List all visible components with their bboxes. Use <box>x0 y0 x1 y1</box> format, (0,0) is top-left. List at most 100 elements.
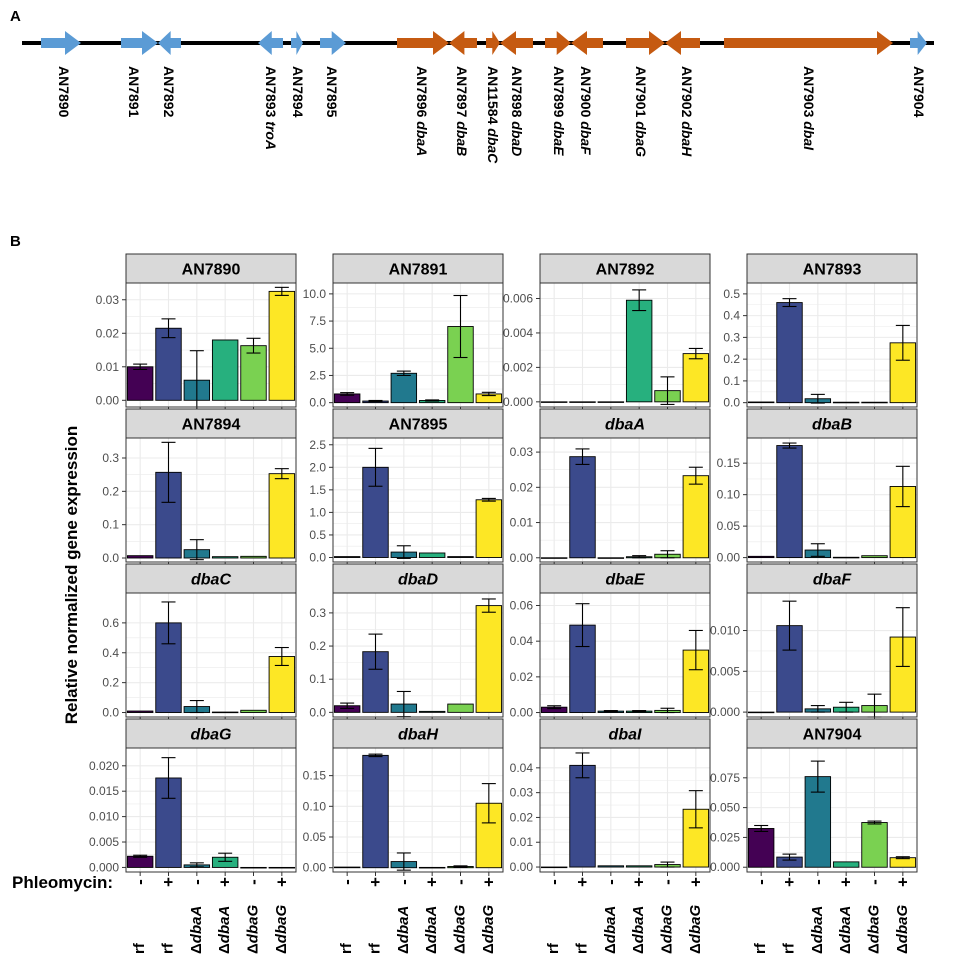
gene-name-AN7900: dbaF <box>578 117 594 155</box>
panel-background <box>540 283 710 407</box>
bar-dbaG-minus <box>240 555 267 559</box>
bar-dbaG-plus <box>682 353 710 403</box>
y-tick-label: 0.15 <box>717 456 741 470</box>
strain-name: dbaG <box>480 905 497 944</box>
gene-id-AN7890: AN7890 <box>56 66 72 118</box>
facet-strip <box>332 563 504 594</box>
strain-name: dbaA <box>395 906 412 944</box>
bar-dbaA-plus <box>418 866 446 869</box>
y-tick-label: 0.005 <box>89 835 119 849</box>
panel-border <box>746 437 918 563</box>
phleomycin-sign: - <box>808 879 827 885</box>
gene-arrow-AN7896 <box>397 31 449 55</box>
strain-name: dbaG <box>658 905 675 944</box>
y-tick-label: 0.05 <box>303 830 327 844</box>
gene-name-AN7903: dbaI <box>801 117 817 151</box>
phleomycin-sign: - <box>187 879 206 885</box>
strain-name: dbaA <box>423 906 440 944</box>
facet-title: dbaD <box>398 572 438 589</box>
y-tick-label: 2.0 <box>309 460 326 474</box>
y-tick-label: 0.1 <box>309 672 326 686</box>
gene-label-AN11584: AN11584 dbaC <box>485 66 501 164</box>
strain-name: rf <box>573 942 590 954</box>
gene-id-AN11584: AN11584 <box>485 66 501 125</box>
gene-id-AN7892: AN7892 <box>161 66 177 118</box>
strain-label: ΔdbaA <box>423 906 440 954</box>
panel-border <box>539 437 711 563</box>
y-tick-label: 0.0 <box>102 706 119 720</box>
panel-background <box>333 748 503 872</box>
facet-title: AN7894 <box>182 417 241 434</box>
strain-delta: Δ <box>244 943 261 954</box>
strain-label: ΔdbaG <box>273 905 290 954</box>
gene-id-AN7898: AN7898 <box>509 66 525 118</box>
gene-label-AN7901: AN7901 dbaG <box>633 66 649 157</box>
bar-dbaG-plus <box>268 290 296 401</box>
y-tick-label: 0.03 <box>510 786 534 800</box>
y-tick-label: 5.0 <box>309 341 326 355</box>
strain-delta: Δ <box>837 943 854 954</box>
bar-dbaA-plus <box>832 401 860 404</box>
expression-charts: AN7890 0.00 0.01 0.02 0.03 AN7891 0.0 2.5 5.0 7.5… <box>12 253 918 954</box>
panel-border <box>125 282 297 408</box>
y-tick-label: 0.00 <box>510 551 534 565</box>
facet-title: dbaC <box>191 572 231 589</box>
phleomycin-sign: + <box>893 877 912 887</box>
strain-name: rf <box>545 942 562 954</box>
facet-dbaB: dbaB 0.00 0.05 0.10 0.15 <box>717 408 918 566</box>
facet-dbaH: dbaH 0.00 0.05 0.10 0.15 - rf + rf - ΔdbaA + ΔdbaA - Δ… <box>303 718 504 954</box>
strain-name: dbaA <box>216 906 233 944</box>
facet-AN7893: AN7893 0.0 0.1 0.2 0.3 0.4 0.5 <box>723 253 918 411</box>
y-tick-label: 0.050 <box>710 801 740 815</box>
y-tick-label: 0.03 <box>96 293 120 307</box>
strain-delta: Δ <box>188 943 205 954</box>
facet-strip <box>332 718 504 749</box>
y-tick-label: 0.3 <box>723 330 740 344</box>
gene-id-AN7897: AN7897 <box>454 66 470 118</box>
facet-title: AN7904 <box>803 727 862 744</box>
y-tick-label: 0.4 <box>723 309 740 323</box>
y-tick-label: 0.1 <box>102 518 119 532</box>
strain-name: dbaA <box>630 906 647 944</box>
strain-name: rf <box>159 942 176 954</box>
bar-dbaG-minus <box>240 345 267 401</box>
strain-delta: Δ <box>602 943 619 954</box>
y-tick-label: 0.005 <box>710 664 740 678</box>
facet-dbaD: dbaD 0.0 0.1 0.2 0.3 <box>309 563 504 721</box>
bar-rf-minus <box>540 866 568 869</box>
strain-name: dbaG <box>687 905 704 944</box>
bar-rf-minus <box>333 556 361 558</box>
y-tick-label: 0.00 <box>510 860 534 874</box>
gene-label-AN7890: AN7890 <box>56 66 72 118</box>
y-tick-label: 0.1 <box>723 374 740 388</box>
panel-border <box>746 592 918 718</box>
strain-name: rf <box>131 942 148 954</box>
strain-label: ΔdbaA <box>630 906 647 954</box>
facet-AN7895: AN7895 0.0 0.5 1.0 1.5 2.0 2.5 <box>309 408 504 566</box>
strain-label: rf <box>159 942 176 954</box>
facet-strip <box>746 563 918 594</box>
phleomycin-sign: - <box>451 879 470 885</box>
panel-background <box>540 438 710 562</box>
y-tick-label: 0.04 <box>510 634 534 648</box>
strain-label: rf <box>131 942 148 954</box>
y-tick-label: 0.00 <box>717 551 741 565</box>
strain-delta: Δ <box>273 943 290 954</box>
panel-background <box>333 283 503 407</box>
bar-rf-minus <box>747 828 775 868</box>
facet-title: AN7892 <box>596 262 655 279</box>
facet-strip <box>746 253 918 284</box>
gene-name-AN7896: dbaA <box>414 117 430 156</box>
facet-AN7892: AN7892 0.000 0.002 0.004 0.006 <box>503 253 711 411</box>
gene-name-AN11584: dbaC <box>485 124 501 164</box>
phleomycin-sign: + <box>272 877 291 887</box>
facet-title: dbaE <box>605 572 645 589</box>
gene-map: AN7890 AN7891 AN7892 AN7893 troA AN7894 AN789… <box>22 31 934 164</box>
gene-name-AN7899: dbaE <box>551 117 567 156</box>
facet-title: AN7891 <box>389 262 448 279</box>
bar-rf-minus <box>126 366 154 401</box>
strain-label: ΔdbaG <box>451 905 468 954</box>
bar-rf-plus <box>155 327 182 401</box>
y-tick-label: 1.5 <box>309 483 326 497</box>
